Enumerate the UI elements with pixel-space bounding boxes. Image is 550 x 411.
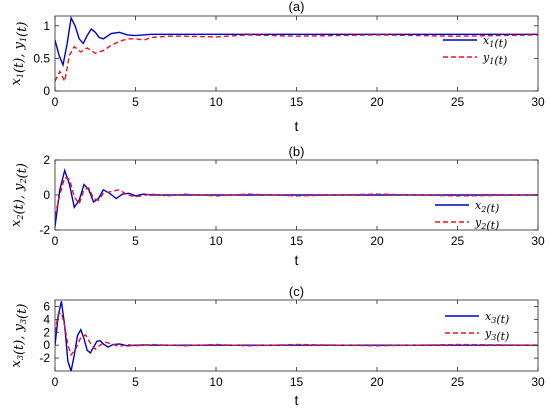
x-axis-label: t xyxy=(295,392,299,408)
x-tick-label: 0 xyxy=(52,234,59,248)
series-line-y xyxy=(55,311,538,357)
x-tick-label: 20 xyxy=(370,234,384,248)
x-tick-label: 10 xyxy=(209,375,223,389)
panel-title: (a) xyxy=(289,0,305,14)
y-tick-label: -2 xyxy=(39,351,50,365)
panel-title: (c) xyxy=(289,284,304,299)
y-tick-label: -2 xyxy=(39,223,50,237)
y-tick-label: 0.5 xyxy=(33,51,50,65)
x-tick-label: 25 xyxy=(451,375,465,389)
series-line-x xyxy=(55,168,538,227)
legend-label-y: y2(t) xyxy=(474,216,499,232)
x-tick-label: 25 xyxy=(451,234,465,248)
y-tick-label: 4 xyxy=(43,312,50,326)
y-tick-label: 1 xyxy=(43,19,50,33)
series-line-x xyxy=(55,16,538,68)
series-line-x xyxy=(55,301,538,371)
series-line-y xyxy=(55,34,538,84)
y-tick-label: 6 xyxy=(43,299,50,313)
x-tick-label: 10 xyxy=(209,234,223,248)
x-axis-label: t xyxy=(295,118,299,134)
y-tick-label: 0 xyxy=(43,338,50,352)
x-tick-label: 10 xyxy=(209,95,223,109)
legend-label-x: x3(t) xyxy=(485,310,509,326)
legend-label-y: y3(t) xyxy=(484,327,509,343)
x-tick-label: 25 xyxy=(451,95,465,109)
x-tick-label: 20 xyxy=(370,95,384,109)
plot-frame xyxy=(54,299,539,372)
x-tick-label: 0 xyxy=(52,375,59,389)
panel-0: (a) 0 5 10 15 20 25 30 0 0.5 1 t x1(t), y1(t) x1(t)y1… xyxy=(9,0,545,134)
legend-label-x: x1(t) xyxy=(483,34,507,50)
plot-frame xyxy=(54,15,539,92)
series-line-y xyxy=(55,176,538,217)
legend-label-y: y1(t) xyxy=(482,51,507,67)
y-axis-label: x3(t), y3(t) xyxy=(9,304,30,368)
x-tick-label: 5 xyxy=(132,234,139,248)
y-axis-label: x1(t), y1(t) xyxy=(9,22,30,86)
y-tick-label: 0 xyxy=(43,188,50,202)
x-tick-label: 15 xyxy=(290,375,304,389)
y-tick-label: 2 xyxy=(43,153,50,167)
x-tick-label: 0 xyxy=(52,95,59,109)
y-axis-label: x2(t), y2(t) xyxy=(9,163,30,227)
x-tick-label: 5 xyxy=(132,95,139,109)
x-tick-label: 15 xyxy=(290,95,304,109)
x-axis-label: t xyxy=(295,252,299,268)
y-tick-label: 2 xyxy=(43,325,50,339)
x-tick-label: 20 xyxy=(370,375,384,389)
panel-title: (b) xyxy=(289,144,305,159)
x-tick-label: 30 xyxy=(531,234,545,248)
x-tick-label: 5 xyxy=(132,375,139,389)
x-tick-label: 30 xyxy=(531,95,545,109)
x-tick-label: 15 xyxy=(290,234,304,248)
y-tick-label: 0 xyxy=(43,84,50,98)
legend-label-x: x2(t) xyxy=(475,199,499,215)
x-tick-label: 30 xyxy=(531,375,545,389)
